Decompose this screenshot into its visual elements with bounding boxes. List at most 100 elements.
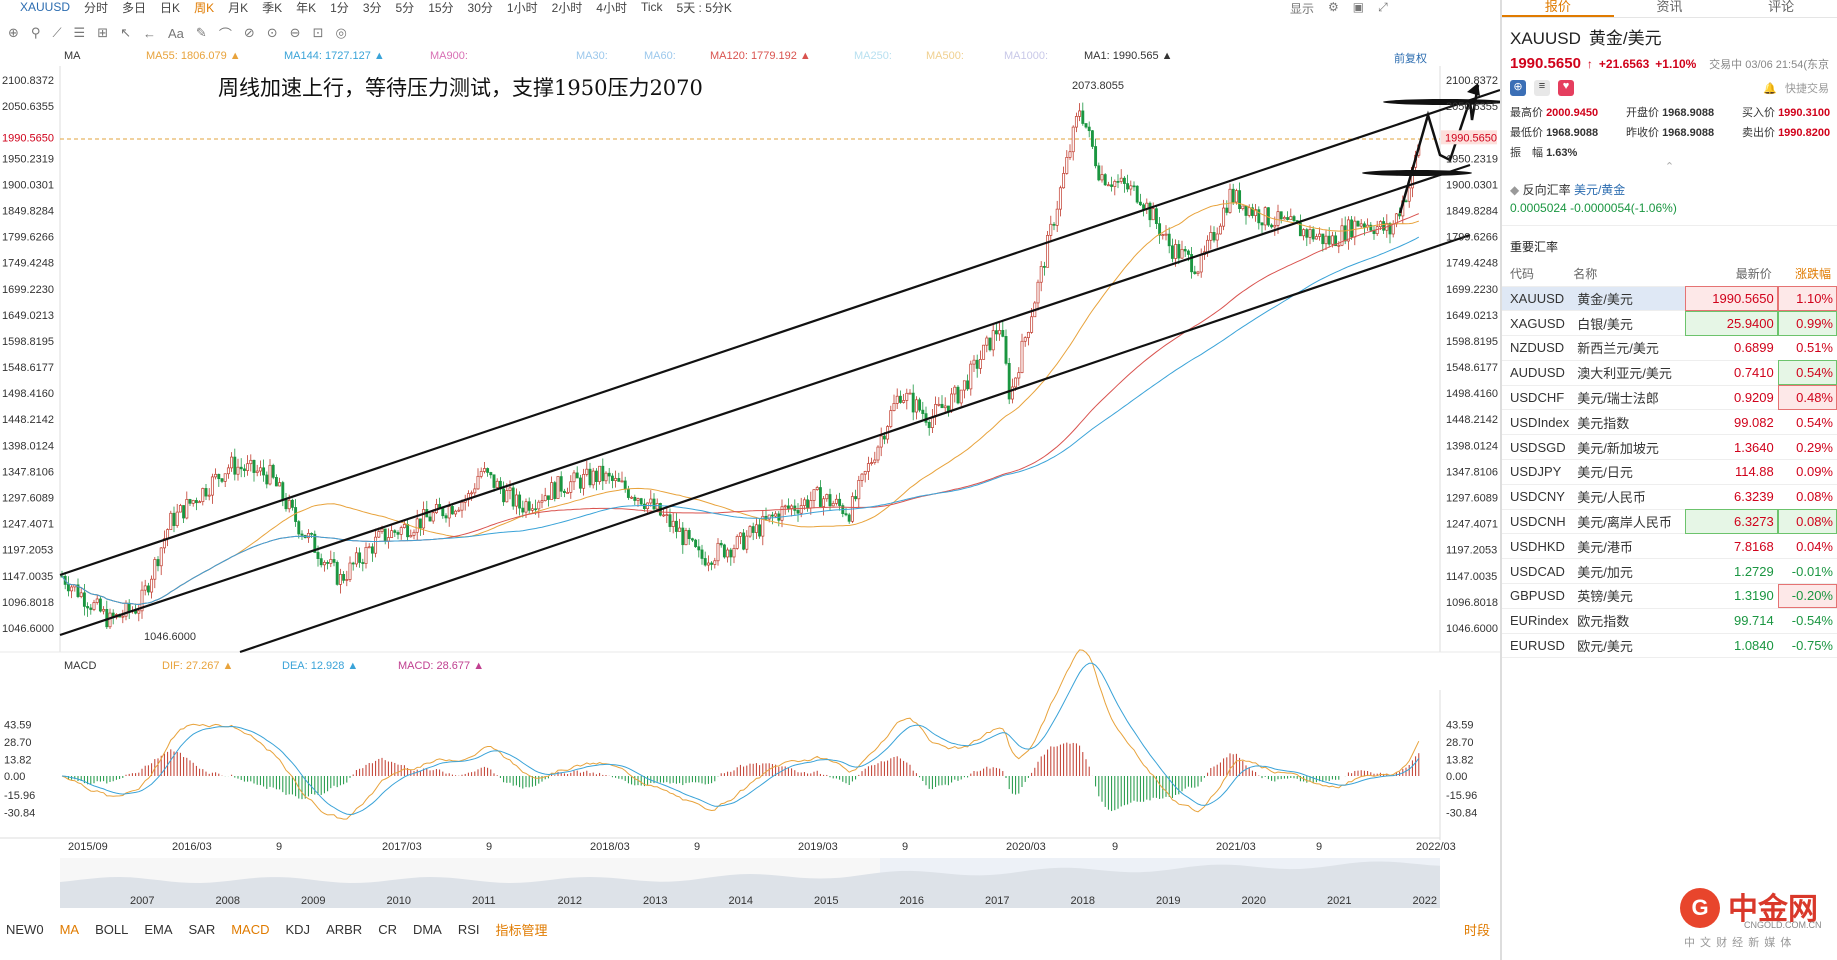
eye-icon[interactable]: ⊙ bbox=[266, 25, 278, 40]
col-last[interactable]: 最新价 bbox=[1684, 261, 1778, 287]
rate-row[interactable]: GBPUSD 英镑/美元 1.3190 -0.20% bbox=[1502, 583, 1837, 609]
period-item[interactable]: 多日 bbox=[122, 0, 147, 15]
period-item[interactable]: 15分 bbox=[428, 0, 454, 15]
tab-kdj[interactable]: KDJ bbox=[285, 921, 311, 937]
rate-row[interactable]: NZDUSD 新西兰元/美元 0.6899 0.51% bbox=[1502, 335, 1837, 361]
delete-icon[interactable]: ⊖ bbox=[289, 25, 301, 40]
rate-row[interactable]: EURUSD 欧元/美元 1.0840 -0.75% bbox=[1502, 633, 1837, 659]
rate-row[interactable]: AUDUSD 澳大利亚元/美元 0.7410 0.54% bbox=[1502, 360, 1837, 386]
rate-row[interactable]: USDCAD 美元/加元 1.2729 -0.01% bbox=[1502, 558, 1837, 585]
period-item[interactable]: 2小时 bbox=[551, 0, 583, 15]
candle-body bbox=[258, 467, 262, 472]
period-item[interactable]: 4小时 bbox=[596, 0, 627, 15]
candle-body bbox=[146, 585, 150, 593]
ban-icon[interactable]: ⊘ bbox=[243, 25, 255, 40]
candle-body bbox=[639, 498, 643, 505]
rate-row[interactable]: USDHKD 美元/港币 7.8168 0.04% bbox=[1502, 533, 1837, 560]
rate-row[interactable]: USDCNY 美元/人民币 6.3239 0.08% bbox=[1502, 484, 1837, 510]
period-item[interactable]: 季K bbox=[262, 0, 283, 15]
logo-text: 中金网 bbox=[1728, 893, 1818, 926]
candle-body bbox=[137, 610, 141, 614]
quick-trade-button[interactable]: 快捷交易 bbox=[1785, 83, 1829, 95]
period-item[interactable]: 日K bbox=[160, 0, 181, 15]
col-code[interactable]: 代码 bbox=[1502, 261, 1574, 287]
col-change[interactable]: 涨跌幅 bbox=[1777, 261, 1837, 287]
time-range-button[interactable]: 时段 bbox=[1463, 922, 1490, 938]
candle-body bbox=[898, 395, 902, 403]
candle-body bbox=[431, 512, 435, 522]
period-item-multi[interactable]: 5天 : 5分K bbox=[676, 0, 732, 15]
col-name[interactable]: 名称 bbox=[1573, 261, 1685, 287]
candle-body bbox=[719, 542, 723, 546]
tab-sar[interactable]: SAR bbox=[188, 921, 216, 937]
period-item[interactable]: 30分 bbox=[467, 0, 493, 15]
candle-body bbox=[198, 501, 202, 504]
rate-row[interactable]: XAGUSD 白银/美元 25.9400 0.99% bbox=[1502, 310, 1837, 337]
candle-body bbox=[652, 498, 656, 510]
gear-icon[interactable]: ⚙ bbox=[1328, 0, 1339, 14]
tab-new0[interactable]: NEW0 bbox=[6, 921, 44, 937]
period-item[interactable]: Tick bbox=[640, 0, 663, 14]
period-item[interactable]: 5分 bbox=[395, 0, 415, 15]
tab-cr[interactable]: CR bbox=[378, 921, 397, 937]
candle-body bbox=[166, 529, 170, 540]
period-item[interactable]: 1小时 bbox=[506, 0, 538, 15]
rate-row[interactable]: EURindex 欧元指数 99.714 -0.54% bbox=[1502, 608, 1837, 634]
price-axis-labels: 2100.8372 2100.8372 2050.6355 2050.6355 1990… bbox=[2, 75, 1498, 635]
tab-news[interactable]: 资讯 bbox=[1656, 0, 1683, 14]
tab-comments[interactable]: 评论 bbox=[1768, 0, 1795, 14]
period-item[interactable]: 月K bbox=[228, 0, 249, 15]
tab-quote[interactable]: 报价 bbox=[1502, 0, 1614, 17]
symbol-label[interactable]: XAUUSD bbox=[20, 0, 71, 14]
grid-icon[interactable]: ⊞ bbox=[97, 25, 109, 40]
trendline-icon[interactable]: ⟋ bbox=[52, 25, 62, 40]
tab-ema[interactable]: EMA bbox=[144, 921, 173, 937]
rate-row[interactable]: USDSGD 美元/新加坡元 1.3640 0.29% bbox=[1502, 434, 1837, 461]
tab-dma[interactable]: DMA bbox=[412, 921, 442, 937]
adjust-mode[interactable]: 前复权 bbox=[1394, 53, 1427, 65]
candle-body bbox=[569, 481, 573, 493]
candle-body bbox=[972, 359, 976, 365]
rate-change: 0.48% bbox=[1777, 385, 1837, 411]
period-item[interactable]: 年K bbox=[296, 0, 317, 15]
rate-row[interactable]: USDJPY 美元/日元 114.88 0.09% bbox=[1502, 459, 1837, 485]
tab-macd[interactable]: MACD bbox=[231, 921, 270, 937]
fib-icon[interactable]: ☰ bbox=[73, 25, 86, 40]
tab-indicator-manage[interactable]: 指标管理 bbox=[495, 922, 548, 938]
cursor-icon[interactable]: ↖ bbox=[120, 25, 132, 40]
inverse-pair[interactable]: 美元/黄金 bbox=[1573, 183, 1626, 197]
tab-rsi[interactable]: RSI bbox=[457, 921, 480, 937]
period-item-active[interactable]: 周K bbox=[194, 0, 215, 15]
tab-ma[interactable]: MA bbox=[59, 921, 80, 937]
period-item[interactable]: 3分 bbox=[362, 0, 382, 15]
rate-row[interactable]: USDCHF 美元/瑞士法郎 0.9209 0.48% bbox=[1502, 385, 1837, 411]
stat-bid: 买入价 1990.3100 bbox=[1742, 107, 1831, 119]
collapse-chevron-icon[interactable]: ⌃ bbox=[1664, 161, 1675, 173]
globe-icon[interactable]: ⊕ bbox=[1510, 80, 1526, 96]
curve-icon[interactable]: ⌒ bbox=[218, 26, 232, 42]
tab-boll[interactable]: BOLL bbox=[95, 921, 129, 937]
rate-row[interactable]: USDIndex 美元指数 99.082 0.54% bbox=[1502, 409, 1837, 436]
crosshair-icon[interactable]: ⊕ bbox=[8, 25, 19, 40]
note-icon[interactable]: ≡ bbox=[1534, 80, 1550, 96]
camera-icon[interactable]: ▣ bbox=[1352, 0, 1365, 14]
tab-arbr[interactable]: ARBR bbox=[326, 921, 363, 937]
macd-title[interactable]: MACD bbox=[64, 660, 97, 672]
settings-icon[interactable]: ⊡ bbox=[312, 25, 324, 40]
ma-title[interactable]: MA bbox=[64, 50, 81, 62]
edit-icon[interactable]: ✎ bbox=[195, 25, 207, 40]
magnet-icon[interactable]: ◎ bbox=[335, 25, 347, 40]
period-item[interactable]: 1分 bbox=[330, 0, 349, 15]
pen-icon[interactable]: ⚲ bbox=[30, 25, 41, 40]
period-item[interactable]: 分时 bbox=[84, 0, 109, 15]
display-button[interactable]: 显示 bbox=[1290, 2, 1315, 16]
rate-row[interactable]: XAUUSD 黄金/美元 1990.5650 1.10% bbox=[1502, 286, 1837, 312]
price-chart[interactable]: 2100.8372 2100.8372 2050.6355 2050.6355 1990… bbox=[0, 0, 1500, 910]
bell-icon[interactable]: 🔔 bbox=[1763, 82, 1777, 95]
candle-body bbox=[508, 487, 512, 491]
arrow-icon[interactable]: ← bbox=[143, 25, 157, 41]
expand-icon[interactable]: ⤢ bbox=[1378, 0, 1388, 14]
rate-row[interactable]: USDCNH 美元/离岸人民币 6.3273 0.08% bbox=[1502, 509, 1837, 535]
heart-icon[interactable]: ♥ bbox=[1558, 80, 1574, 96]
text-icon[interactable]: Aa bbox=[168, 25, 184, 41]
